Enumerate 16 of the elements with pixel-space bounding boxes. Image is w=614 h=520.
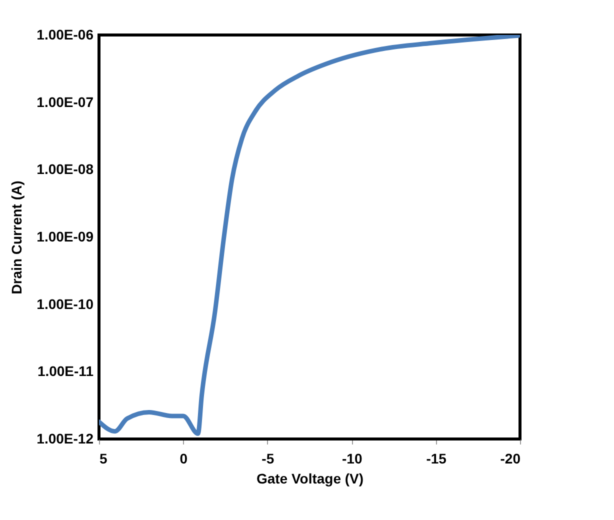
y-tick-label: 1.00E-08 [36,161,94,178]
x-tick-label: -10 [342,450,362,466]
line-series [99,35,520,436]
x-tick-label: 5 [100,450,108,466]
x-tick-label: -15 [426,450,447,466]
y-tick-label: 1.00E-12 [36,430,94,446]
y-tick-label: 1.00E-07 [36,94,94,110]
y-tick-label: 1.00E-06 [36,26,94,42]
x-tick-label: 0 [180,450,188,466]
y-tick-label: 1.00E-09 [36,228,94,244]
x-tick-label: -5 [262,450,274,466]
y-tick-label: 1.00E-11 [37,363,94,380]
x-axis-title: Gate Voltage (V) [256,470,364,486]
y-axis-title: Drain Current (A) [8,180,25,294]
x-tick-label: -20 [500,450,521,466]
y-tick-label: 1.00E-10 [36,296,94,312]
